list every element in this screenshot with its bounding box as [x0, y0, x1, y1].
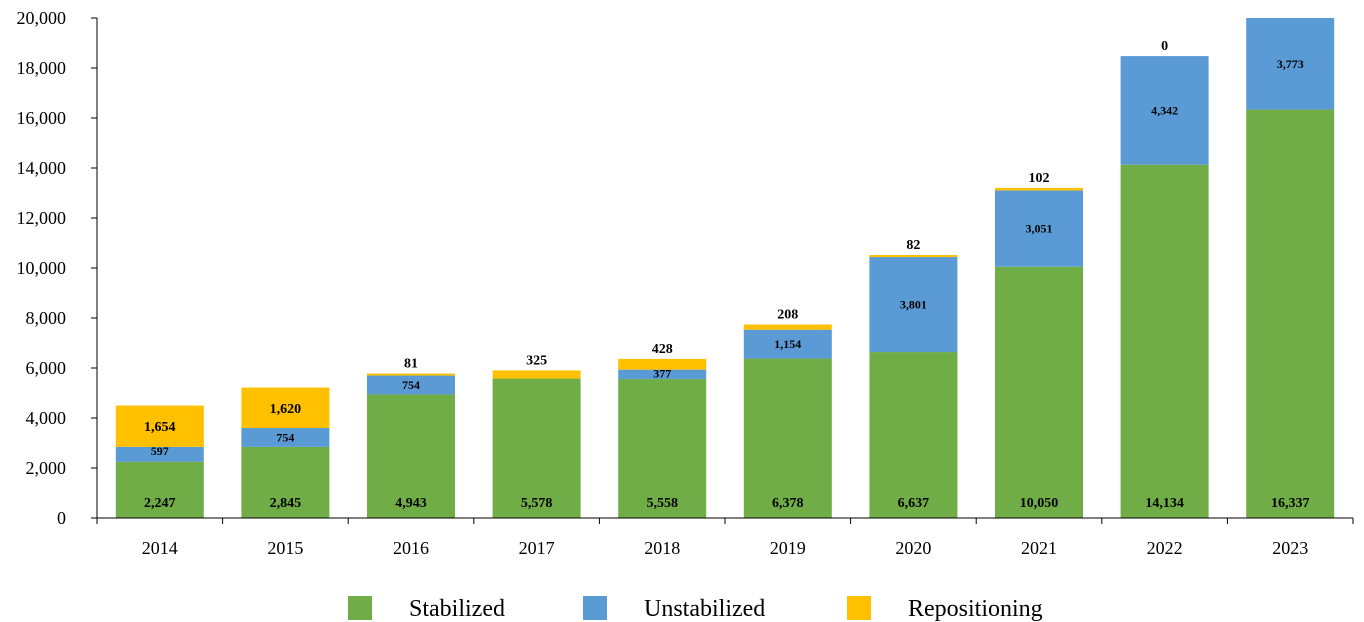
x-tick-label: 2021	[1021, 538, 1057, 558]
bar-unstabilized	[367, 375, 455, 395]
bar-stabilized	[367, 394, 455, 518]
data-label-unstabilized: 754	[276, 430, 294, 444]
y-tick-label: 4,000	[26, 408, 67, 428]
y-tick-label: 18,000	[17, 58, 67, 78]
data-label-repositioning: 82	[906, 238, 920, 253]
data-label-unstabilized: 4,342	[1151, 103, 1178, 117]
y-tick-label: 20,000	[17, 8, 67, 28]
data-label-repositioning: 428	[652, 342, 673, 357]
data-labels: 2,247 597 1,654 2,845 754 1,620 4,943 754 81 5,57…	[144, 39, 1309, 511]
y-axis-ticks: 0 2,000 4,000 6,000 8,000 10,000 12,000 14,000 1…	[17, 8, 97, 528]
bar-repositioning	[115, 405, 204, 447]
bar-stabilized	[115, 461, 204, 518]
data-label-stabilized: 10,050	[1020, 496, 1059, 511]
x-tick-label: 2022	[1147, 538, 1183, 558]
legend-swatch-unstabilized	[583, 596, 607, 620]
x-tick-label: 2023	[1272, 538, 1308, 558]
y-tick-label: 14,000	[17, 158, 67, 178]
x-tick-label: 2020	[895, 538, 931, 558]
data-label-repositioning: 325	[526, 353, 547, 368]
bar-unstabilized	[869, 257, 958, 353]
legend: Stabilized Unstabilized Repositioning	[348, 596, 1043, 622]
bar-repositioning	[492, 370, 581, 379]
legend-swatch-stabilized	[348, 596, 372, 620]
bar-repositioning	[869, 255, 958, 258]
data-label-stabilized: 5,578	[521, 496, 553, 511]
legend-label-repositioning: Repositioning	[908, 596, 1043, 622]
x-tick-label: 2018	[644, 538, 680, 558]
bar-stabilized	[743, 358, 832, 518]
x-tick-label: 2015	[267, 538, 303, 558]
data-label-stabilized: 14,134	[1145, 496, 1184, 511]
x-tick-label: 2017	[519, 538, 555, 558]
bar-repositioning	[367, 373, 455, 376]
data-label-unstabilized: 754	[402, 378, 420, 392]
data-label-stabilized: 4,943	[395, 496, 427, 511]
bar-unstabilized	[1120, 56, 1209, 165]
data-label-repositioning: 1,654	[144, 420, 176, 435]
data-label-unstabilized: 377	[653, 367, 671, 381]
x-tick-label: 2019	[770, 538, 806, 558]
data-label-repositioning: 102	[1029, 171, 1050, 186]
y-tick-label: 2,000	[26, 458, 67, 478]
y-tick-label: 6,000	[26, 358, 67, 378]
bar-unstabilized	[241, 428, 330, 447]
data-label-stabilized: 16,337	[1271, 496, 1310, 511]
bar-unstabilized	[743, 329, 832, 359]
data-label-unstabilized: 3,801	[900, 298, 927, 312]
data-label-repositioning: 0	[1161, 39, 1168, 54]
data-label-repositioning: 1,620	[270, 402, 302, 417]
bar-unstabilized	[1246, 18, 1335, 110]
bar-repositioning	[618, 358, 707, 370]
bar-stabilized	[1246, 109, 1335, 518]
data-label-stabilized: 2,247	[144, 496, 176, 511]
data-label-repositioning: 81	[404, 357, 418, 372]
data-label-stabilized: 6,378	[772, 496, 804, 511]
bar-stabilized	[618, 379, 707, 518]
legend-label-stabilized: Stabilized	[409, 596, 505, 622]
bar-unstabilized	[115, 446, 204, 462]
bar-stabilized	[492, 378, 581, 518]
bar-unstabilized	[995, 190, 1083, 267]
data-label-unstabilized: 1,154	[774, 337, 801, 351]
legend-label-unstabilized: Unstabilized	[644, 596, 765, 622]
y-tick-label: 0	[57, 508, 66, 528]
y-tick-label: 10,000	[17, 258, 67, 278]
data-label-stabilized: 5,558	[646, 496, 678, 511]
bar-stabilized	[241, 446, 330, 518]
y-tick-label: 16,000	[17, 108, 67, 128]
bar-stabilized	[995, 266, 1083, 518]
y-tick-label: 12,000	[17, 208, 67, 228]
bar-repositioning	[743, 324, 832, 330]
bar-stabilized	[1120, 164, 1209, 518]
data-label-unstabilized: 597	[151, 444, 169, 458]
x-tick-label: 2016	[393, 538, 429, 558]
y-tick-label: 8,000	[26, 308, 67, 328]
data-label-stabilized: 6,637	[898, 496, 930, 511]
x-tick-label: 2014	[142, 538, 178, 558]
bar-repositioning	[995, 187, 1083, 191]
bar-stabilized	[869, 352, 958, 518]
bar-unstabilized	[618, 369, 707, 380]
legend-swatch-repositioning	[847, 596, 871, 620]
bar-segments	[115, 18, 1335, 518]
data-label-unstabilized: 3,773	[1277, 57, 1304, 71]
data-label-stabilized: 2,845	[270, 496, 302, 511]
data-label-repositioning: 208	[777, 308, 798, 323]
bar-repositioning	[241, 387, 330, 429]
x-axis-ticks: 2014 2015 2016 2017 2018 2019 2020 2021 2022 2023	[96, 518, 1354, 558]
data-label-unstabilized: 3,051	[1026, 222, 1053, 236]
